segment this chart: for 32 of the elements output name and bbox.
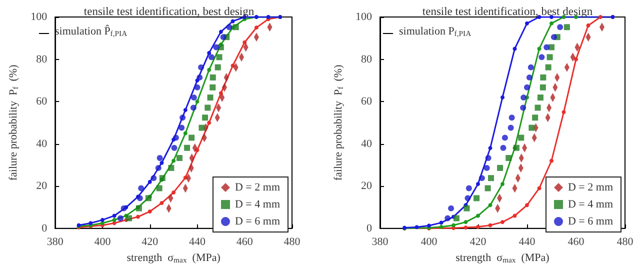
x-tick-label: 400 [420,236,438,248]
x-tick-label: 460 [568,236,585,248]
y-tick-label: 0 [42,222,48,234]
y-tick-label: 100 [30,11,48,23]
legend-label: D = 2 mm [568,182,614,194]
y-tick-label: 80 [361,53,372,66]
legend-label: D = 2 mm [234,182,280,194]
x-tick-label: 380 [372,236,389,248]
y-tick-label: 40 [36,138,48,150]
legend-label: D = 6 mm [234,216,280,228]
chart-title: tensile test identification, best design [422,6,593,18]
legend-label: D = 6 mm [568,216,614,228]
chart-title: tensile test identification, best design [84,6,254,18]
x-tick-label: 400 [94,236,112,248]
legend-label: D = 4 mm [234,198,280,210]
y-tick-label: 80 [36,53,48,66]
legend-label: D = 4 mm [568,198,614,210]
x-tick-label: 380 [46,236,64,248]
x-tick-label: 480 [616,236,634,248]
y-tick-label: 20 [361,180,372,192]
y-tick-label: 60 [36,96,48,108]
x-tick-label: 420 [142,236,159,248]
x-tick-label: 440 [188,236,206,248]
x-tick-label: 460 [236,236,254,248]
y-tick-label: 20 [36,180,48,192]
y-tick-label: 60 [361,96,372,108]
x-tick-label: 440 [518,236,536,248]
x-tick-label: 480 [284,236,301,248]
x-tick-label: 420 [470,236,487,248]
y-tick-label: 0 [366,222,372,234]
y-tick-label: 100 [356,11,372,23]
y-tick-label: 40 [361,138,372,150]
